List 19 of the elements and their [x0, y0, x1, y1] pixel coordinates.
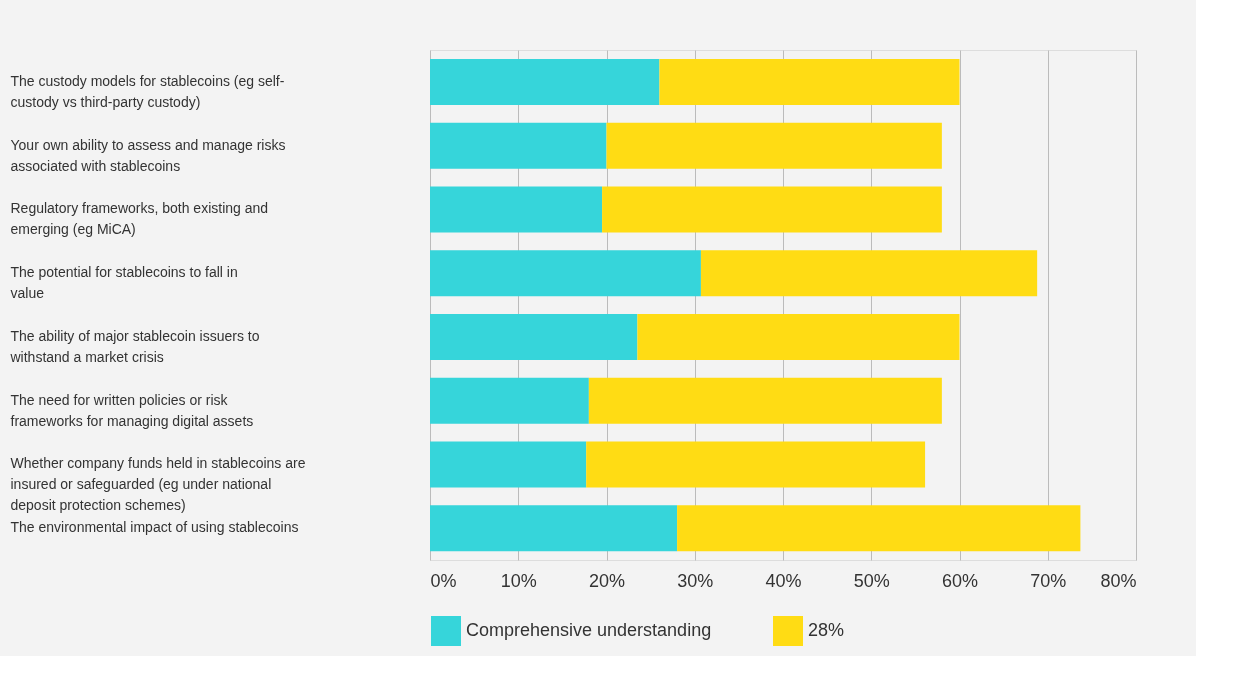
legend-label: 28% — [808, 620, 845, 640]
y-tick-label: The environmental impact of using stablecoins — [10, 519, 299, 536]
y-tick-label: Your own ability to assess and manage risks associated with stablecoins — [10, 136, 286, 174]
y-tick-label: The custody models for stablecoins (eg self-custody vs third-party custody) — [10, 72, 285, 110]
y-tick-label: The need for written policies or risk frameworks for managing digital assets — [10, 391, 254, 429]
x-tick-label: 60% — [941, 570, 979, 591]
y-tick-label: The potential for stablecoins to fall in value — [10, 264, 238, 302]
x-tick-label: 40% — [765, 570, 802, 591]
x-tick-label: 50% — [853, 570, 890, 591]
y-tick-label: Whether company funds held in stablecoins are insured or safeguarded (eg under national deposit protection schemes) — [10, 455, 306, 514]
x-tick-label: 70% — [1030, 570, 1067, 591]
legend-label: Comprehensive understanding — [466, 620, 712, 640]
y-tick-label: Regulatory frameworks, both existing and emerging (eg MiCA) — [10, 200, 269, 238]
y-tick-label: The ability of major stablecoin issuers to withstand a market crisis — [9, 327, 260, 365]
x-tick-label: 30% — [677, 570, 714, 591]
x-tick-label: 80% — [1100, 570, 1137, 591]
x-tick-label: 20% — [588, 570, 626, 591]
x-tick-label: 0% — [430, 570, 457, 591]
x-tick-label: 10% — [500, 570, 537, 591]
